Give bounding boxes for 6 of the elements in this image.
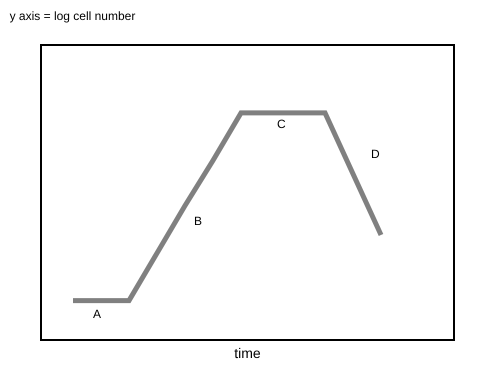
annotation: A [93,307,102,321]
chart-title: y axis = log cell number [10,8,136,23]
x-axis-title: time [234,344,261,361]
annotation: D [371,147,380,161]
annotation: B [194,214,202,228]
annotation: C [277,117,286,131]
